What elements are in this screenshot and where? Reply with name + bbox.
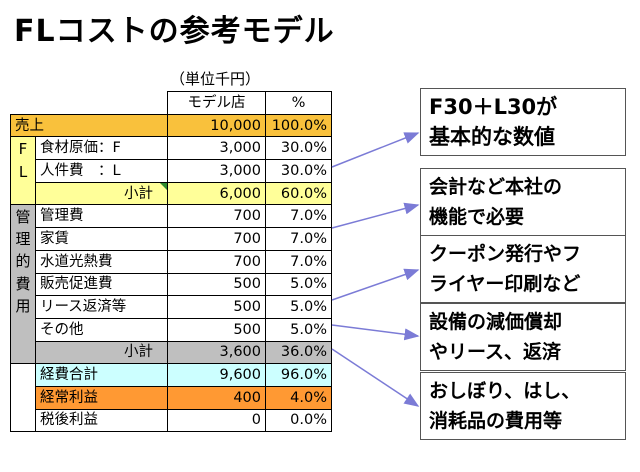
after-tax-percent: 0.0% — [265, 408, 332, 433]
callout-box: 会計など本社の 機能で必要 — [420, 168, 626, 236]
fl-item-value: 3,000 — [167, 159, 266, 183]
after-tax-value: 0 — [167, 408, 266, 433]
arrow-line — [331, 324, 420, 341]
profit-percent: 4.0% — [265, 385, 332, 410]
fl-item-label: 人件費 ：L — [35, 159, 168, 183]
total-percent: 96.0% — [265, 363, 332, 387]
fl-subtotal-row: 小計 6,000 60.0% — [10, 181, 332, 206]
after-tax-label: 税後利益 — [35, 408, 168, 433]
sales-row: 売上 10,000 100.0% — [10, 113, 332, 138]
mgmt-subtotal-percent: 36.0% — [265, 340, 332, 365]
callout-line: 機能で必要 — [429, 206, 525, 228]
callout-box: おしぼり、はし、 消耗品の費用等 — [420, 372, 626, 440]
fl-item-percent: 30.0% — [265, 159, 332, 183]
callout-box: F30＋L30が 基本的な数値 — [420, 88, 626, 156]
total-value: 9,600 — [167, 363, 266, 387]
mgmt-row: リース返済等 500 5.0% — [11, 295, 332, 319]
fl-subtotal-label: 小計 — [35, 181, 168, 206]
mgmt-side-char: 理 — [15, 230, 31, 249]
total-label: 経費合計 — [35, 363, 168, 387]
mgmt-side-label: 管 理 的 費 用 — [10, 204, 36, 365]
callout-line: 会計など本社の — [429, 176, 563, 198]
mgmt-item-value: 500 — [167, 295, 266, 319]
fl-subtotal-text: 小計 — [124, 185, 153, 202]
mgmt-side-char: 用 — [15, 297, 31, 316]
fl-row-food: F L 食材原価：F 3,000 30.0% — [10, 136, 332, 206]
mgmt-row: 家賃 700 7.0% — [11, 227, 332, 251]
callout-line: 消耗品の費用等 — [429, 410, 563, 432]
comment-marker-icon — [160, 182, 167, 190]
arrow-line — [331, 132, 420, 168]
callout-line: おしぼり、はし、 — [429, 380, 581, 402]
callout-line: ライヤー印刷など — [429, 273, 581, 295]
callout-box: クーポン発行やフ ライヤー印刷など — [420, 235, 626, 303]
callout-line: 基本的な数値 — [429, 125, 555, 149]
arrow-line — [331, 348, 420, 407]
mgmt-side-char: 的 — [15, 252, 31, 271]
arrow-line — [331, 268, 420, 301]
arrow-line — [331, 202, 420, 229]
callout-box: 設備の減価償却 やリース、返済 — [420, 303, 626, 371]
fl-side-f: F — [18, 139, 28, 158]
callout-line: クーポン発行やフ — [429, 243, 582, 265]
mgmt-side-char: 管 — [15, 207, 31, 226]
mgmt-row: 管 理 的 費 用 管理費 700 7.0% — [10, 204, 332, 365]
mgmt-side-char: 費 — [15, 274, 31, 293]
mgmt-subtotal-value: 3,600 — [167, 340, 266, 365]
unit-note: （単位千円） — [170, 70, 261, 88]
callout-line: 設備の減価償却 — [429, 311, 563, 333]
mgmt-subtotal-row: 小計 3,600 36.0% — [10, 340, 332, 365]
fl-side-label: F L — [10, 136, 36, 206]
callout-line: やリース、返済 — [429, 341, 562, 363]
mgmt-item-label: 販売促進費 — [35, 272, 168, 297]
fl-row-labor: 人件費 ：L 3,000 30.0% — [11, 159, 332, 183]
mgmt-item-percent: 5.0% — [265, 295, 332, 319]
mgmt-item-label: 水道光熱費 — [35, 249, 168, 274]
page-title: FLコストの参考モデル — [14, 14, 335, 49]
callout-line: F30＋L30が — [429, 95, 558, 119]
total-row-after-tax: 税後利益 0 0.0% — [11, 408, 332, 433]
mgmt-row: 販売促進費 500 5.0% — [11, 272, 332, 297]
mgmt-row: 水道光熱費 700 7.0% — [11, 249, 332, 274]
mgmt-item-value: 700 — [167, 227, 266, 251]
profit-label: 経常利益 — [35, 385, 168, 410]
sales-percent: 100.0% — [265, 113, 332, 138]
mgmt-subtotal-label: 小計 — [35, 340, 168, 365]
total-row-profit: 経常利益 400 4.0% — [10, 385, 332, 410]
mgmt-item-percent: 7.0% — [265, 249, 332, 274]
fl-item-label: 食材原価：F — [35, 136, 168, 161]
fl-side-l: L — [18, 162, 28, 181]
fl-cost-table: モデル店 % 売上 10,000 100.0% F L 食材原価：F 3,000… — [10, 91, 332, 433]
